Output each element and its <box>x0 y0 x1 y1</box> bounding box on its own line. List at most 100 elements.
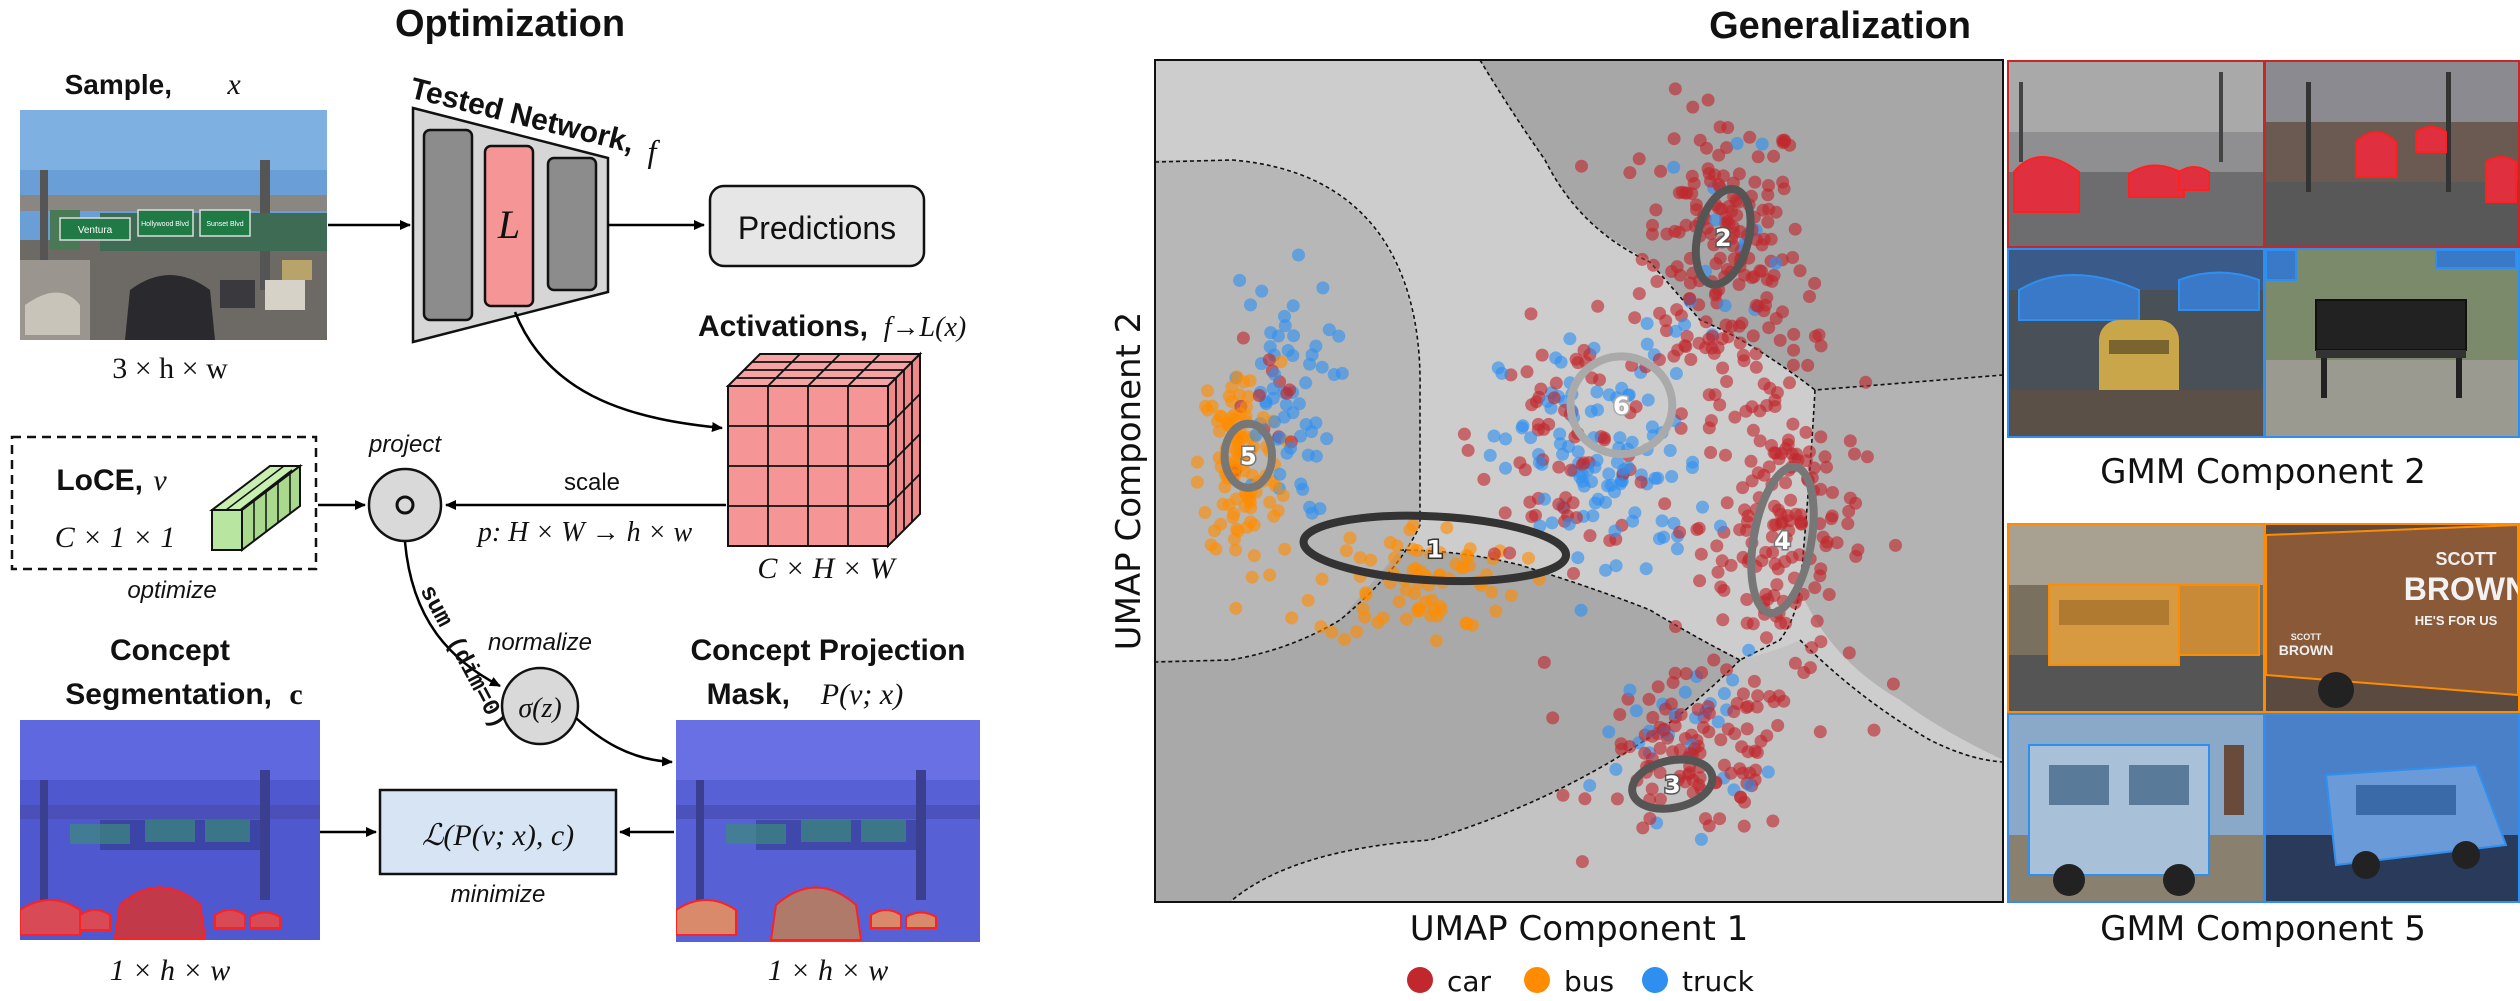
point-bus <box>1208 524 1221 538</box>
point-car <box>1672 225 1686 239</box>
activations-dims: C × H × W <box>757 552 897 585</box>
point-car <box>1701 93 1715 107</box>
arrow-sigma-mask <box>575 717 673 767</box>
point-bus <box>1406 563 1420 577</box>
point-car <box>1760 291 1774 305</box>
point-car <box>1571 356 1585 370</box>
point-car <box>1699 315 1713 329</box>
point-bus <box>1433 546 1447 560</box>
point-car <box>1803 661 1817 675</box>
arrow-layer-activations <box>513 311 723 433</box>
point-truck <box>1571 445 1585 459</box>
point-bus <box>1278 542 1292 556</box>
point-truck <box>1714 519 1727 533</box>
point-car <box>1889 538 1902 552</box>
bus-text-3: HE'S FOR US <box>2415 613 2498 628</box>
point-car <box>1457 427 1471 441</box>
point-car <box>1262 353 1276 367</box>
point-bus <box>1430 609 1444 623</box>
point-car <box>1762 321 1776 335</box>
point-truck <box>1626 514 1640 528</box>
point-car <box>1667 132 1681 146</box>
gmm-ellipse-4 <box>1747 462 1818 618</box>
point-bus <box>1268 479 1282 493</box>
concept-proj-var: P(v; x) <box>820 678 903 711</box>
point-car <box>1712 148 1726 162</box>
point-car <box>1707 653 1721 667</box>
network-layer-1 <box>422 128 474 322</box>
activations-var: f→L(x) <box>884 312 966 343</box>
point-bus <box>1244 501 1258 515</box>
point-truck <box>1556 447 1570 461</box>
point-car <box>1674 708 1688 721</box>
concept-seg-line2: Segmentation, <box>65 678 272 711</box>
point-truck <box>1678 685 1692 699</box>
point-car <box>1843 491 1857 505</box>
x-axis-label: UMAP Component 1 <box>1410 909 1749 949</box>
point-car <box>1814 482 1828 496</box>
point-bus <box>1232 388 1246 402</box>
point-truck <box>1316 281 1330 295</box>
point-bus <box>1339 544 1353 558</box>
legend-truck-marker <box>1642 967 1668 993</box>
point-bus <box>1353 551 1367 565</box>
point-car <box>1808 581 1822 595</box>
point-bus <box>1338 632 1351 646</box>
point-car <box>1751 150 1765 164</box>
point-truck <box>1322 323 1336 337</box>
point-truck <box>1499 432 1512 446</box>
point-car <box>1842 646 1856 660</box>
point-car <box>1646 729 1659 743</box>
point-car <box>1740 722 1754 736</box>
point-car <box>1673 268 1687 282</box>
gmm5-photo-2: SCOTT BROWN HE'S FOR US SCOTT BROWN <box>2264 523 2520 713</box>
point-car <box>1523 495 1537 509</box>
point-truck <box>1609 559 1623 573</box>
border-3 <box>1739 389 1816 661</box>
sign-2: Hollywood Blvd <box>141 221 189 228</box>
point-car <box>1735 740 1749 754</box>
point-car <box>1597 433 1611 447</box>
point-truck <box>1742 643 1756 657</box>
point-truck <box>1303 500 1317 514</box>
point-car <box>1767 695 1781 709</box>
point-car <box>1693 133 1707 147</box>
point-car <box>1692 336 1706 350</box>
point-truck <box>1271 329 1285 343</box>
loss-label: ℒ(P(v; x), c) <box>422 819 574 852</box>
point-bus <box>1485 585 1499 599</box>
loce-label: LoCE, <box>56 464 143 497</box>
point-car <box>1749 360 1763 374</box>
y-axis-label: UMAP Component 2 <box>1109 312 1149 651</box>
point-truck <box>1299 376 1313 390</box>
point-car <box>1779 476 1793 490</box>
point-car <box>1733 336 1747 350</box>
point-car <box>1814 562 1828 576</box>
point-car <box>1692 521 1706 535</box>
point-car <box>1577 343 1591 357</box>
point-car <box>1813 725 1827 739</box>
point-car <box>1805 641 1819 655</box>
point-truck <box>1640 317 1654 330</box>
point-car <box>1556 788 1570 802</box>
point-truck <box>1309 449 1323 463</box>
point-truck <box>1294 477 1308 491</box>
point-truck <box>1287 329 1301 343</box>
point-car <box>1683 292 1697 305</box>
point-car <box>1732 278 1746 291</box>
gmm-label-1: 1 <box>1426 535 1443 563</box>
point-bus <box>1504 589 1518 602</box>
region-top-right <box>1480 60 2003 390</box>
point-truck <box>1532 456 1546 469</box>
point-car <box>1830 536 1844 550</box>
point-bus <box>1276 489 1290 503</box>
point-truck <box>1708 213 1722 227</box>
point-bus <box>1350 625 1364 639</box>
point-car <box>1645 782 1659 796</box>
gmm-label-2: 2 <box>1715 224 1732 252</box>
gmm2-photo-2 <box>2264 60 2520 248</box>
gmm-label-6: 6 <box>1613 392 1630 420</box>
point-car <box>1761 188 1775 202</box>
point-car <box>1814 430 1828 444</box>
point-truck <box>1717 687 1731 700</box>
